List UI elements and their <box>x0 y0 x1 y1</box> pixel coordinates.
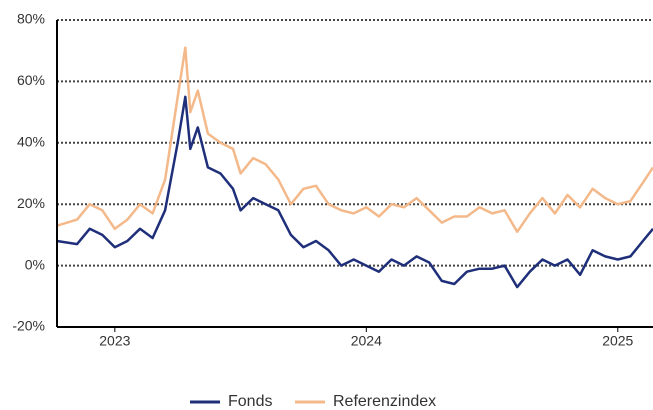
x-tick-label: 2025 <box>602 333 633 349</box>
y-tick-label: 20% <box>17 195 45 211</box>
y-tick-label: 80% <box>17 11 45 27</box>
x-tick-label: 2023 <box>99 333 130 349</box>
y-tick-label: 60% <box>17 72 45 88</box>
y-tick-label: 40% <box>17 134 45 150</box>
y-tick-label: -20% <box>12 318 45 334</box>
legend-label: Referenzindex <box>333 393 436 410</box>
legend-label: Fonds <box>228 393 272 410</box>
x-tick-label: 2024 <box>351 333 382 349</box>
data-line <box>56 95 653 289</box>
y-tick-label: 0% <box>25 256 45 272</box>
data-line <box>56 46 653 234</box>
